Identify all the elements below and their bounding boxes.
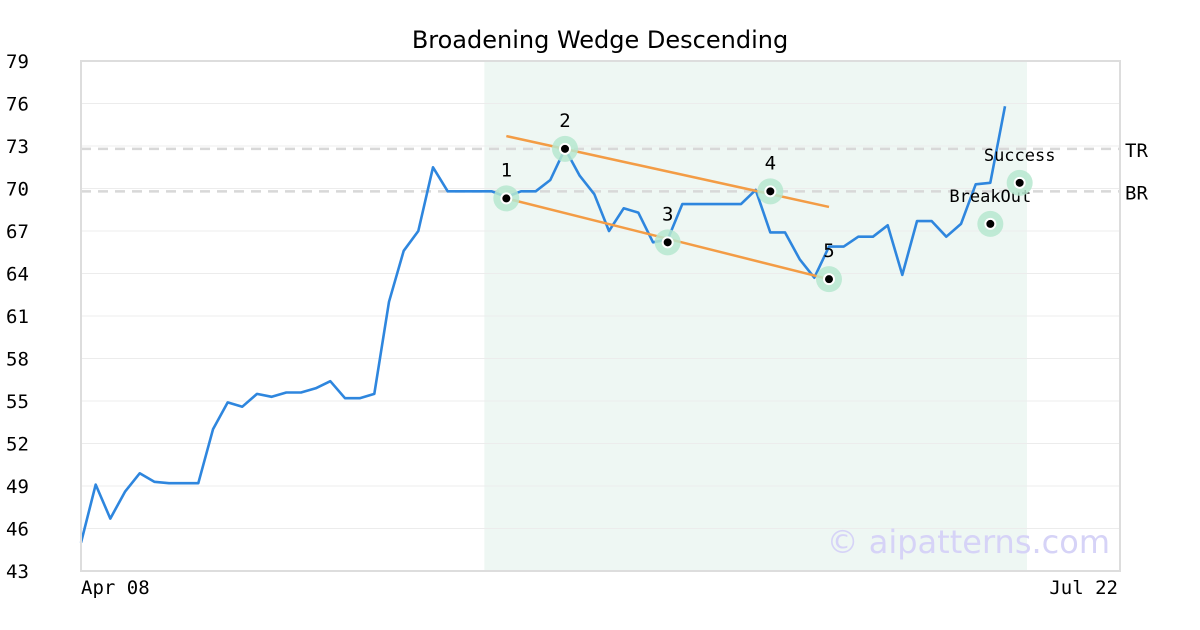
y-tick-label: 73 [6,136,29,158]
x-tick-label: Jul 22 [1049,577,1118,599]
y-axis: 79 76 73 70 67 64 61 58 55 52 49 46 43 [6,51,29,583]
series-layer [79,106,1007,544]
point-label: Success [984,146,1056,166]
y-tick-label: 64 [6,264,29,286]
level-layer: TR BR [81,140,1148,204]
level-label: TR [1125,140,1148,162]
y-tick-label: 49 [6,476,29,498]
point-marker [764,185,777,198]
y-tick-label: 67 [6,221,29,243]
point-label: 4 [765,152,776,174]
y-tick-label: 46 [6,519,29,541]
y-tick-label: 61 [6,306,29,328]
point-marker [500,192,513,205]
level-label: BR [1125,182,1148,204]
y-tick-label: 52 [6,434,29,456]
price-line [79,106,1007,544]
x-axis: Apr 08 Jul 22 [81,577,1118,599]
point-marker [661,236,674,249]
chart-title: Broadening Wedge Descending [412,26,788,54]
watermark: © aipatterns.com [827,523,1110,561]
point-marker [823,273,835,286]
point-marker [559,142,571,155]
grid-layer [81,103,1120,529]
y-tick-label: 76 [6,94,29,116]
point-label: 5 [823,240,834,262]
y-tick-label: 58 [6,349,29,371]
point-label: 2 [559,110,570,132]
y-tick-label: 70 [6,179,29,201]
y-tick-label: 55 [6,391,29,413]
point-label: 1 [501,159,512,181]
y-tick-label: 43 [6,561,29,583]
point-label: 3 [662,203,673,225]
plot-frame [80,60,1121,572]
point-marker [1013,176,1026,189]
point-marker [984,217,997,230]
y-tick-label: 79 [6,51,29,73]
x-tick-label: Apr 08 [81,577,150,599]
